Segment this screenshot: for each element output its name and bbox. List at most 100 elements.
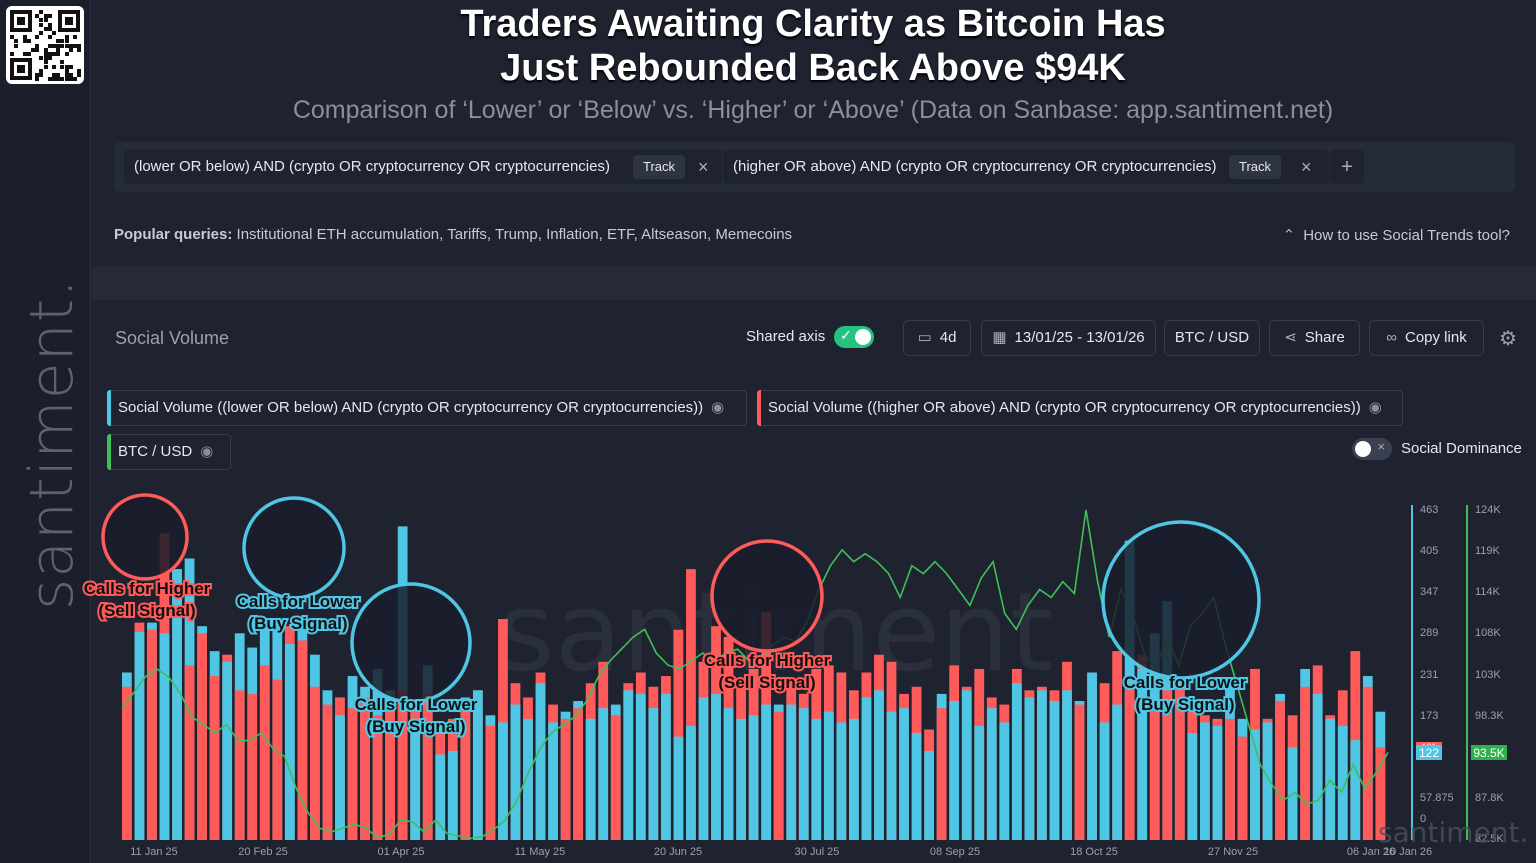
bar-lower — [159, 633, 170, 840]
bar-lower — [1212, 725, 1223, 840]
bar-higher — [422, 693, 433, 840]
annotation-circle — [710, 539, 824, 653]
bar-higher — [322, 704, 333, 840]
bar-higher — [1275, 701, 1285, 840]
bar-higher — [234, 690, 245, 840]
bar-higher — [573, 708, 584, 840]
annotation-label: Calls for Lower — [1124, 673, 1247, 692]
x-tick: 20 Jun 25 — [654, 846, 702, 858]
copy-link-label: Copy link — [1405, 329, 1467, 346]
legend-btc[interactable]: BTC / USD ◉ — [107, 434, 231, 470]
bar-lower — [635, 693, 646, 840]
bar-higher — [1362, 686, 1373, 840]
bar-higher — [610, 715, 621, 840]
x-tick: 11 May 25 — [515, 846, 566, 858]
y-right-tick: 103K — [1475, 669, 1501, 681]
page-subtitle: Comparison of ‘Lower’ or ‘Below’ vs. ‘Hi… — [292, 96, 1334, 124]
bar-lower — [1037, 690, 1047, 840]
qr-code — [6, 6, 84, 84]
query-text: (lower OR below) AND (crypto OR cryptocu… — [134, 158, 610, 175]
eye-icon[interactable]: ◉ — [1368, 399, 1382, 416]
bar-higher — [1375, 747, 1386, 840]
shared-axis-toggle[interactable]: ✓ — [834, 326, 874, 348]
close-icon: × — [1377, 439, 1385, 454]
bar-higher — [1124, 686, 1135, 840]
annotation-label: (Sell Signal) — [718, 673, 815, 692]
close-icon[interactable]: × — [698, 157, 709, 177]
y-left-tick: 173 — [1420, 710, 1438, 722]
date-range-button[interactable]: ▦ 13/01/25 - 13/01/26 — [981, 320, 1156, 356]
interval-button[interactable]: ▭ 4d — [903, 320, 971, 356]
bar-lower — [861, 697, 872, 840]
x-tick: 01 Apr 25 — [377, 846, 424, 858]
pair-button[interactable]: BTC / USD — [1164, 320, 1260, 356]
bar-lower — [510, 704, 521, 840]
bar-higher — [197, 633, 207, 840]
track-button[interactable]: Track — [1229, 155, 1282, 179]
bar-lower — [1312, 693, 1323, 840]
bar-lower — [961, 690, 972, 840]
share-button[interactable]: ⋖ Share — [1269, 320, 1360, 356]
divider-band — [92, 266, 1536, 300]
left-brand-bar: santiment. — [0, 0, 91, 863]
corner-watermark: santiment. — [1378, 816, 1528, 849]
bar-lower — [498, 722, 508, 840]
panel-title: Social Volume — [115, 328, 230, 348]
bar-lower — [1350, 740, 1361, 840]
x-tick: 08 Sep 25 — [930, 846, 980, 858]
bar-lower — [535, 683, 546, 840]
bar-higher — [122, 686, 132, 840]
copy-link-button[interactable]: ∞ Copy link — [1369, 320, 1484, 356]
bar-lower — [811, 718, 822, 840]
howto-label: How to use Social Trends tool? — [1303, 227, 1510, 244]
gear-icon[interactable]: ⚙ — [1499, 328, 1517, 350]
bar-higher — [673, 629, 684, 840]
y-left-tick: 405 — [1420, 545, 1438, 557]
track-button[interactable]: Track — [633, 155, 686, 179]
query-chip-lower[interactable]: (lower OR below) AND (crypto OR cryptocu… — [124, 150, 722, 184]
eye-icon[interactable]: ◉ — [200, 443, 214, 460]
add-query-button[interactable]: + — [1330, 150, 1364, 184]
annotation-circle — [1101, 520, 1261, 680]
legend-label: BTC / USD — [118, 443, 193, 460]
bar-lower — [886, 711, 897, 840]
bar-higher — [936, 708, 947, 840]
howto-link[interactable]: ⌃ How to use Social Trends tool? — [1283, 226, 1510, 244]
eye-icon[interactable]: ◉ — [711, 399, 725, 416]
x-tick: 11 Jan 25 — [130, 846, 178, 858]
bar-lower — [1024, 697, 1035, 840]
bar-lower — [284, 643, 295, 840]
x-tick: 18 Oct 25 — [1070, 846, 1118, 858]
annotation-label: Calls for Higher — [84, 579, 211, 598]
query-chip-higher[interactable]: (higher OR above) AND (crypto OR cryptoc… — [723, 150, 1329, 184]
bar-higher — [184, 665, 195, 840]
ruler-icon: ▭ — [917, 329, 932, 346]
close-icon[interactable]: × — [1301, 157, 1312, 177]
bar-lower — [447, 750, 458, 840]
calendar-icon: ▦ — [992, 329, 1007, 346]
x-tick: 06 Jan 26 — [1347, 846, 1395, 858]
bar-higher — [247, 693, 258, 840]
popular-items[interactable]: Institutional ETH accumulation, Tariffs,… — [236, 226, 793, 243]
badge-btc-value: 93.5K — [1473, 746, 1504, 760]
bar-lower — [523, 718, 533, 840]
annotation-label: (Buy Signal) — [366, 717, 465, 736]
bar-lower — [748, 715, 759, 840]
badge-lower-value: 122 — [1419, 746, 1439, 760]
bar-lower — [1337, 725, 1348, 840]
legend-lower[interactable]: Social Volume ((lower OR below) AND (cry… — [107, 390, 747, 426]
bar-higher — [560, 718, 571, 840]
legend-higher[interactable]: Social Volume ((higher OR above) AND (cr… — [757, 390, 1403, 426]
bar-lower — [585, 718, 596, 840]
bar-higher — [209, 676, 220, 840]
bar-lower — [134, 631, 145, 840]
bar-higher — [147, 629, 157, 840]
bar-lower — [911, 733, 922, 840]
social-dominance-toggle[interactable]: × — [1352, 438, 1392, 460]
y-right-tick: 108K — [1475, 627, 1501, 639]
bar-lower — [1049, 701, 1060, 840]
bar-lower — [1062, 690, 1072, 840]
bar-higher — [397, 690, 408, 840]
share-label: Share — [1304, 329, 1345, 346]
social-dominance-label: Social Dominance — [1401, 440, 1522, 457]
